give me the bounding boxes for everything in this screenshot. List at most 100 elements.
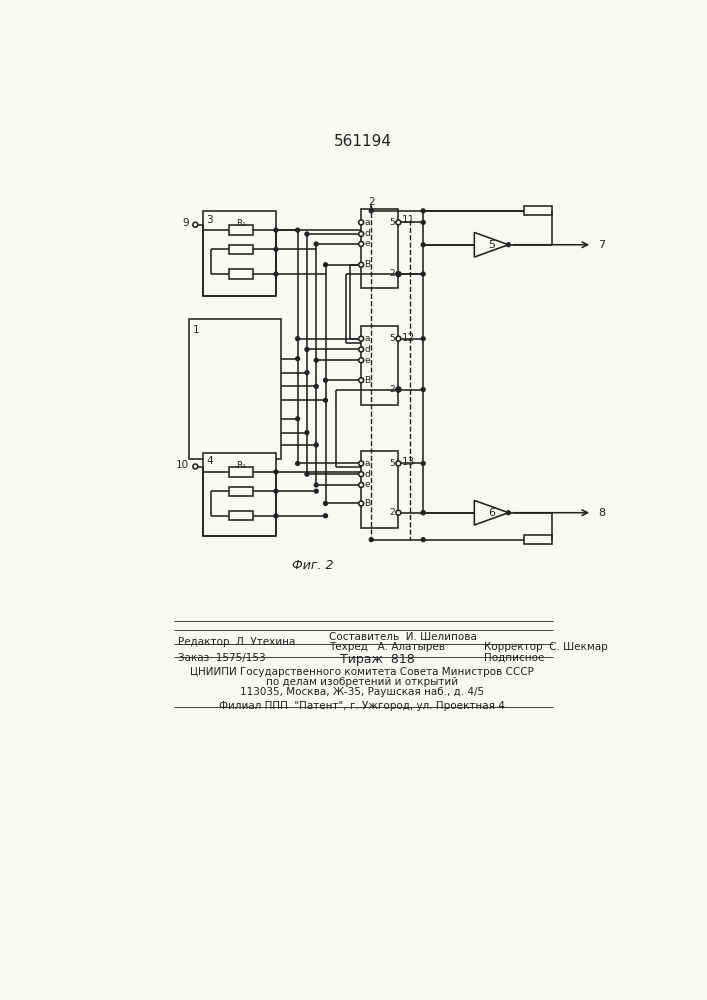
Circle shape xyxy=(305,348,309,351)
Text: 1: 1 xyxy=(193,325,199,335)
Text: 10: 10 xyxy=(176,460,189,470)
Circle shape xyxy=(421,220,425,224)
Circle shape xyxy=(358,242,363,246)
Bar xyxy=(228,487,253,496)
Text: B: B xyxy=(364,260,370,269)
Circle shape xyxy=(369,538,373,542)
Text: a: a xyxy=(364,459,370,468)
Circle shape xyxy=(396,510,401,515)
Bar xyxy=(524,206,552,215)
Bar xyxy=(228,511,253,520)
Circle shape xyxy=(296,417,300,421)
Text: ЦНИИПИ Государственного комитета Совета Министров СССР: ЦНИИПИ Государственного комитета Совета … xyxy=(190,667,534,677)
Text: d: d xyxy=(364,229,370,238)
Text: R₁: R₁ xyxy=(236,461,246,470)
Circle shape xyxy=(421,538,425,542)
Circle shape xyxy=(358,336,363,341)
Circle shape xyxy=(421,511,425,515)
Circle shape xyxy=(397,388,400,391)
Circle shape xyxy=(397,272,400,276)
Text: e: e xyxy=(364,480,370,489)
Circle shape xyxy=(421,272,425,276)
Text: Редактор  Л. Утехина: Редактор Л. Утехина xyxy=(177,637,295,647)
Circle shape xyxy=(315,483,318,487)
Circle shape xyxy=(274,228,278,232)
Circle shape xyxy=(296,228,300,232)
Circle shape xyxy=(396,272,401,276)
Text: B: B xyxy=(364,376,370,385)
Circle shape xyxy=(358,347,363,352)
Text: 2: 2 xyxy=(390,269,395,278)
Text: 2: 2 xyxy=(368,197,375,207)
Circle shape xyxy=(358,378,363,383)
Circle shape xyxy=(506,243,510,247)
Circle shape xyxy=(305,431,309,435)
Circle shape xyxy=(274,514,278,518)
Circle shape xyxy=(324,378,327,382)
Text: R₁: R₁ xyxy=(236,219,246,228)
Bar xyxy=(361,326,398,405)
Text: 9: 9 xyxy=(182,218,189,228)
Circle shape xyxy=(421,461,425,465)
Text: B: B xyxy=(364,499,370,508)
Bar xyxy=(228,245,253,254)
Text: Филиал ППП  "Патент", г. Ужгород, ул. Проектная 4: Филиал ППП "Патент", г. Ужгород, ул. Про… xyxy=(219,701,505,711)
Text: Подписное: Подписное xyxy=(484,653,544,663)
Text: Составитель  И. Шелипова: Составитель И. Шелипова xyxy=(329,632,477,642)
Circle shape xyxy=(396,220,401,225)
Text: 561194: 561194 xyxy=(334,134,392,149)
Text: e: e xyxy=(364,356,370,365)
Bar xyxy=(203,453,276,536)
Circle shape xyxy=(358,262,363,267)
Circle shape xyxy=(296,337,300,341)
Text: 2: 2 xyxy=(390,508,395,517)
Bar xyxy=(203,211,276,296)
Bar xyxy=(228,225,253,235)
Circle shape xyxy=(305,232,309,236)
Circle shape xyxy=(274,247,278,251)
Circle shape xyxy=(274,489,278,493)
Circle shape xyxy=(421,243,425,247)
Text: 8: 8 xyxy=(598,508,605,518)
Text: 4: 4 xyxy=(206,456,213,466)
Circle shape xyxy=(358,358,363,363)
Circle shape xyxy=(421,337,425,341)
Text: по делам изобретений и открытий: по делам изобретений и открытий xyxy=(266,677,458,687)
Bar xyxy=(189,319,281,459)
Text: 2: 2 xyxy=(390,385,395,394)
Circle shape xyxy=(324,514,327,518)
Circle shape xyxy=(315,242,318,246)
Circle shape xyxy=(274,470,278,474)
Text: 12: 12 xyxy=(402,333,415,343)
Circle shape xyxy=(296,357,300,361)
Circle shape xyxy=(324,398,327,402)
Circle shape xyxy=(358,472,363,477)
Circle shape xyxy=(506,511,510,515)
Text: 5: 5 xyxy=(390,334,395,343)
Text: Техред   А. Алатырев: Техред А. Алатырев xyxy=(329,642,445,652)
Bar xyxy=(228,269,253,279)
Bar xyxy=(361,209,398,288)
Circle shape xyxy=(421,511,425,515)
Circle shape xyxy=(396,461,401,466)
Circle shape xyxy=(324,502,327,505)
Bar xyxy=(361,451,398,528)
Circle shape xyxy=(305,371,309,374)
Text: d: d xyxy=(364,345,370,354)
Circle shape xyxy=(274,272,278,276)
Circle shape xyxy=(358,461,363,466)
Text: d: d xyxy=(364,470,370,479)
Circle shape xyxy=(396,387,401,392)
Circle shape xyxy=(305,472,309,476)
Circle shape xyxy=(193,222,198,227)
Text: 5: 5 xyxy=(390,459,395,468)
Text: Тираж  818: Тираж 818 xyxy=(340,653,415,666)
Text: 6: 6 xyxy=(488,508,495,518)
Circle shape xyxy=(315,384,318,388)
Circle shape xyxy=(315,358,318,362)
Circle shape xyxy=(315,489,318,493)
Text: e: e xyxy=(364,239,370,248)
Circle shape xyxy=(358,483,363,487)
Text: 7: 7 xyxy=(598,240,605,250)
Circle shape xyxy=(193,464,198,469)
